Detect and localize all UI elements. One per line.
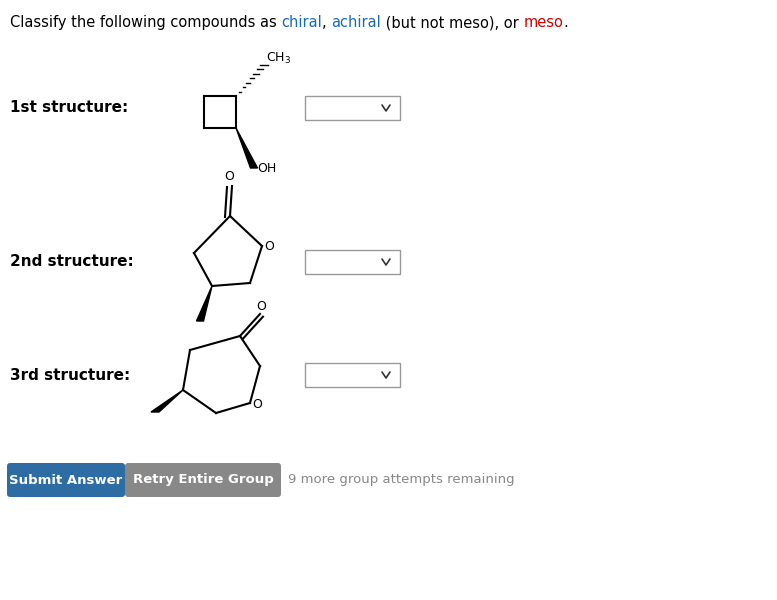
FancyBboxPatch shape [305,96,400,120]
Text: 9 more group attempts remaining: 9 more group attempts remaining [288,473,514,487]
FancyBboxPatch shape [125,463,281,497]
Text: (but not meso), or: (but not meso), or [382,15,524,30]
Text: ,: , [322,15,331,30]
Text: OH: OH [257,163,277,175]
Text: O: O [252,397,262,410]
Text: Submit Answer: Submit Answer [9,473,123,487]
Text: achiral: achiral [331,15,382,30]
Text: 3rd structure:: 3rd structure: [10,367,131,383]
Text: 2nd structure:: 2nd structure: [10,254,134,269]
Text: chiral: chiral [281,15,322,30]
Text: O: O [264,239,274,253]
Text: Classify the following compounds as: Classify the following compounds as [10,15,281,30]
Text: CH$_3$: CH$_3$ [266,50,291,65]
Text: meso: meso [524,15,563,30]
FancyBboxPatch shape [305,250,400,274]
Polygon shape [151,390,183,412]
Text: O: O [224,170,234,184]
FancyBboxPatch shape [7,463,125,497]
Text: O: O [256,299,266,313]
Text: .: . [563,15,568,30]
Polygon shape [197,286,212,321]
FancyBboxPatch shape [305,363,400,387]
Polygon shape [236,128,257,168]
Text: Retry Entire Group: Retry Entire Group [133,473,274,487]
Text: 1st structure:: 1st structure: [10,100,128,115]
